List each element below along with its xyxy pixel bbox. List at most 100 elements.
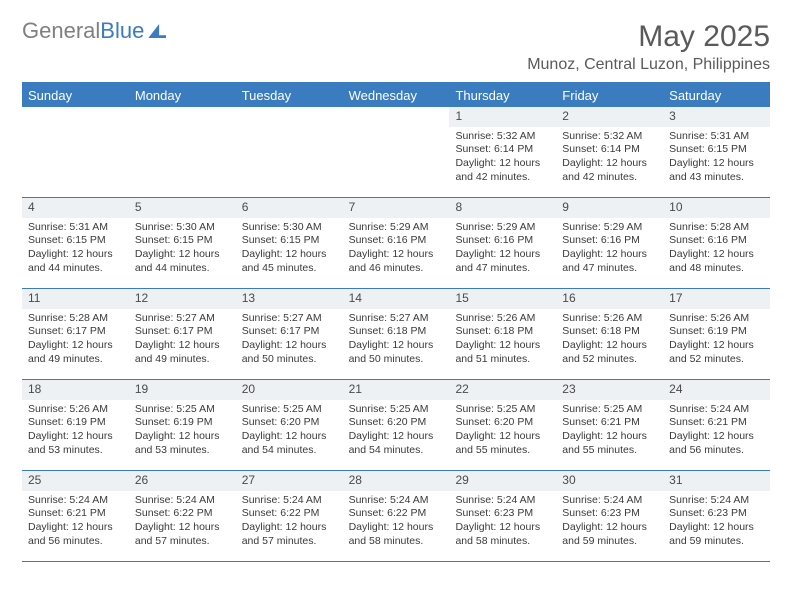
sunrise-text: Sunrise: 5:24 AM	[349, 494, 444, 508]
sail-icon	[148, 24, 166, 38]
day-cell: 21Sunrise: 5:25 AMSunset: 6:20 PMDayligh…	[343, 380, 450, 470]
daylight-text: and 54 minutes.	[242, 444, 337, 458]
logo-text-2: Blue	[100, 20, 144, 42]
day-cell: 10Sunrise: 5:28 AMSunset: 6:16 PMDayligh…	[663, 198, 770, 288]
day-number: 6	[236, 198, 343, 218]
day-cell: 16Sunrise: 5:26 AMSunset: 6:18 PMDayligh…	[556, 289, 663, 379]
daylight-text: Daylight: 12 hours	[455, 157, 550, 171]
day-number: 2	[556, 107, 663, 127]
daylight-text: Daylight: 12 hours	[135, 430, 230, 444]
sunset-text: Sunset: 6:17 PM	[135, 325, 230, 339]
day-number: 14	[343, 289, 450, 309]
daylight-text: Daylight: 12 hours	[455, 430, 550, 444]
sunrise-text: Sunrise: 5:32 AM	[455, 130, 550, 144]
daylight-text: Daylight: 12 hours	[455, 339, 550, 353]
day-cell: 7Sunrise: 5:29 AMSunset: 6:16 PMDaylight…	[343, 198, 450, 288]
daylight-text: Daylight: 12 hours	[669, 339, 764, 353]
sunrise-text: Sunrise: 5:28 AM	[28, 312, 123, 326]
day-cell: 18Sunrise: 5:26 AMSunset: 6:19 PMDayligh…	[22, 380, 129, 470]
day-cell: 30Sunrise: 5:24 AMSunset: 6:23 PMDayligh…	[556, 471, 663, 561]
daylight-text: Daylight: 12 hours	[562, 521, 657, 535]
sunrise-text: Sunrise: 5:25 AM	[349, 403, 444, 417]
sunrise-text: Sunrise: 5:27 AM	[242, 312, 337, 326]
day-cell: 31Sunrise: 5:24 AMSunset: 6:23 PMDayligh…	[663, 471, 770, 561]
sunset-text: Sunset: 6:22 PM	[349, 507, 444, 521]
sunrise-text: Sunrise: 5:25 AM	[562, 403, 657, 417]
daylight-text: and 49 minutes.	[28, 353, 123, 367]
daylight-text: and 55 minutes.	[562, 444, 657, 458]
day-header-row: Sunday Monday Tuesday Wednesday Thursday…	[22, 84, 770, 107]
day-cell: 1Sunrise: 5:32 AMSunset: 6:14 PMDaylight…	[449, 107, 556, 197]
day-cell: 23Sunrise: 5:25 AMSunset: 6:21 PMDayligh…	[556, 380, 663, 470]
sunset-text: Sunset: 6:20 PM	[242, 416, 337, 430]
daylight-text: Daylight: 12 hours	[242, 248, 337, 262]
sunset-text: Sunset: 6:23 PM	[455, 507, 550, 521]
sunrise-text: Sunrise: 5:29 AM	[562, 221, 657, 235]
daylight-text: Daylight: 12 hours	[135, 339, 230, 353]
day-cell: 19Sunrise: 5:25 AMSunset: 6:19 PMDayligh…	[129, 380, 236, 470]
week-row: 25Sunrise: 5:24 AMSunset: 6:21 PMDayligh…	[22, 471, 770, 562]
dayhead-sun: Sunday	[22, 84, 129, 107]
sunrise-text: Sunrise: 5:24 AM	[455, 494, 550, 508]
day-cell: 15Sunrise: 5:26 AMSunset: 6:18 PMDayligh…	[449, 289, 556, 379]
sunrise-text: Sunrise: 5:24 AM	[669, 494, 764, 508]
day-number: 29	[449, 471, 556, 491]
daylight-text: Daylight: 12 hours	[349, 339, 444, 353]
daylight-text: Daylight: 12 hours	[242, 430, 337, 444]
sunset-text: Sunset: 6:15 PM	[28, 234, 123, 248]
sunset-text: Sunset: 6:17 PM	[242, 325, 337, 339]
sunset-text: Sunset: 6:19 PM	[669, 325, 764, 339]
sunset-text: Sunset: 6:22 PM	[135, 507, 230, 521]
month-title: May 2025	[527, 20, 770, 54]
day-number: 9	[556, 198, 663, 218]
sunset-text: Sunset: 6:20 PM	[455, 416, 550, 430]
day-number: 8	[449, 198, 556, 218]
sunset-text: Sunset: 6:15 PM	[135, 234, 230, 248]
daylight-text: Daylight: 12 hours	[562, 248, 657, 262]
daylight-text: Daylight: 12 hours	[28, 248, 123, 262]
day-number: 15	[449, 289, 556, 309]
day-cell: 17Sunrise: 5:26 AMSunset: 6:19 PMDayligh…	[663, 289, 770, 379]
week-row: 1Sunrise: 5:32 AMSunset: 6:14 PMDaylight…	[22, 107, 770, 198]
daylight-text: Daylight: 12 hours	[242, 521, 337, 535]
day-cell: 27Sunrise: 5:24 AMSunset: 6:22 PMDayligh…	[236, 471, 343, 561]
sunrise-text: Sunrise: 5:24 AM	[135, 494, 230, 508]
sunset-text: Sunset: 6:21 PM	[562, 416, 657, 430]
daylight-text: and 46 minutes.	[349, 262, 444, 276]
daylight-text: Daylight: 12 hours	[135, 248, 230, 262]
sunrise-text: Sunrise: 5:25 AM	[242, 403, 337, 417]
calendar: Sunday Monday Tuesday Wednesday Thursday…	[22, 82, 770, 562]
daylight-text: and 51 minutes.	[455, 353, 550, 367]
dayhead-tue: Tuesday	[236, 84, 343, 107]
day-number: 18	[22, 380, 129, 400]
daylight-text: and 48 minutes.	[669, 262, 764, 276]
sunrise-text: Sunrise: 5:29 AM	[349, 221, 444, 235]
day-cell: 14Sunrise: 5:27 AMSunset: 6:18 PMDayligh…	[343, 289, 450, 379]
daylight-text: and 50 minutes.	[349, 353, 444, 367]
day-number: 19	[129, 380, 236, 400]
day-number: 11	[22, 289, 129, 309]
sunset-text: Sunset: 6:15 PM	[242, 234, 337, 248]
day-cell: 2Sunrise: 5:32 AMSunset: 6:14 PMDaylight…	[556, 107, 663, 197]
sunset-text: Sunset: 6:16 PM	[669, 234, 764, 248]
header: GeneralBlue May 2025 Munoz, Central Luzo…	[22, 20, 770, 74]
daylight-text: Daylight: 12 hours	[28, 339, 123, 353]
sunrise-text: Sunrise: 5:30 AM	[135, 221, 230, 235]
sunrise-text: Sunrise: 5:26 AM	[562, 312, 657, 326]
day-cell	[343, 107, 450, 197]
daylight-text: and 59 minutes.	[669, 535, 764, 549]
day-cell: 28Sunrise: 5:24 AMSunset: 6:22 PMDayligh…	[343, 471, 450, 561]
day-number: 7	[343, 198, 450, 218]
sunrise-text: Sunrise: 5:27 AM	[349, 312, 444, 326]
day-number: 20	[236, 380, 343, 400]
sunset-text: Sunset: 6:17 PM	[28, 325, 123, 339]
day-number: 31	[663, 471, 770, 491]
day-cell: 9Sunrise: 5:29 AMSunset: 6:16 PMDaylight…	[556, 198, 663, 288]
daylight-text: Daylight: 12 hours	[349, 248, 444, 262]
dayhead-thu: Thursday	[449, 84, 556, 107]
daylight-text: Daylight: 12 hours	[669, 521, 764, 535]
daylight-text: Daylight: 12 hours	[28, 521, 123, 535]
day-cell	[129, 107, 236, 197]
day-cell: 12Sunrise: 5:27 AMSunset: 6:17 PMDayligh…	[129, 289, 236, 379]
day-number: 24	[663, 380, 770, 400]
